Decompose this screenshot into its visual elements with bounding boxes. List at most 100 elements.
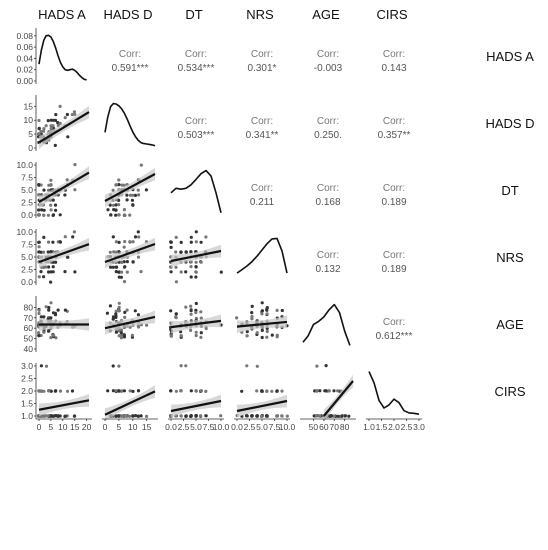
data-point: [255, 389, 259, 393]
y-tick-label: 5.0: [21, 185, 33, 195]
x-tick-label: 50: [309, 422, 319, 432]
y-tick-label: 50: [24, 334, 34, 344]
corr-value: 0.612***: [376, 331, 413, 342]
data-point: [49, 118, 53, 122]
y-tick-label: 2.5: [21, 374, 33, 384]
density-curve: [302, 303, 351, 346]
data-point: [189, 304, 193, 308]
data-point: [265, 389, 269, 393]
x-tick-label: 70: [330, 422, 340, 432]
data-point: [131, 203, 135, 207]
data-point: [194, 260, 198, 264]
data-point: [117, 364, 121, 368]
data-point: [122, 208, 126, 212]
data-point: [194, 330, 198, 334]
data-point: [189, 312, 193, 316]
data-point: [49, 203, 53, 207]
data-point: [122, 280, 127, 284]
column-title-nrs: NRS: [246, 7, 274, 22]
data-point: [37, 213, 41, 217]
data-point: [37, 308, 41, 312]
corr-value: 0.211: [250, 197, 275, 208]
density-curve: [104, 102, 156, 147]
x-tick-label: 2.5: [244, 422, 256, 432]
data-point: [125, 414, 129, 418]
data-point: [37, 245, 41, 249]
data-point: [314, 414, 319, 418]
data-point: [179, 250, 183, 254]
density-curve: [236, 237, 288, 274]
data-point: [125, 198, 129, 202]
data-point: [194, 270, 198, 274]
data-point: [106, 208, 110, 212]
row-label-hads-d: HADS D: [485, 116, 534, 131]
data-point: [123, 310, 127, 314]
data-point: [63, 193, 67, 197]
data-point: [189, 328, 193, 332]
data-point: [194, 389, 198, 393]
data-point: [199, 414, 203, 418]
data-point: [47, 265, 51, 269]
data-point: [139, 163, 143, 167]
data-point: [347, 414, 351, 418]
data-point: [37, 334, 41, 338]
data-point: [117, 301, 121, 305]
data-point: [73, 270, 77, 274]
data-point: [42, 127, 46, 131]
regression-line: [170, 319, 222, 329]
data-point: [245, 330, 249, 334]
data-point: [275, 308, 279, 312]
data-point: [194, 275, 198, 279]
data-point: [189, 250, 193, 254]
data-point: [174, 312, 178, 316]
y-tick-label: 2.0: [21, 386, 33, 396]
y-tick-label: 40: [24, 344, 34, 354]
data-point: [136, 255, 141, 259]
data-point: [117, 389, 121, 393]
data-point: [189, 389, 193, 393]
data-point: [315, 389, 319, 393]
data-point: [235, 316, 239, 320]
data-point: [174, 316, 178, 320]
data-point: [120, 333, 124, 337]
x-tick-label: 10.0: [279, 422, 296, 432]
data-point: [318, 389, 322, 393]
x-tick-label: 15: [142, 422, 152, 432]
x-tick-label: 0: [37, 422, 42, 432]
data-point: [245, 334, 249, 338]
data-point: [109, 213, 113, 217]
data-point: [49, 280, 53, 284]
corr-label: Corr:: [317, 49, 339, 60]
data-point: [131, 240, 135, 244]
corr-label: Corr:: [383, 116, 405, 127]
data-point: [42, 188, 46, 192]
data-point: [265, 329, 269, 334]
scatter-panel: [106, 364, 149, 418]
data-point: [265, 312, 269, 316]
data-point: [133, 309, 137, 313]
data-point: [117, 270, 121, 274]
y-tick-label: 1.0: [21, 411, 33, 421]
data-point: [136, 188, 140, 192]
y-tick-label: 10.0: [16, 160, 33, 170]
data-point: [204, 414, 208, 418]
data-point: [199, 240, 203, 244]
data-point: [49, 270, 53, 274]
data-point: [122, 333, 126, 337]
data-point: [265, 335, 269, 339]
data-point: [123, 240, 127, 244]
data-point: [169, 309, 173, 313]
data-point: [51, 124, 55, 128]
corr-label: Corr:: [383, 49, 405, 60]
corr-value: 0.301*: [248, 63, 277, 74]
data-point: [122, 260, 126, 264]
data-point: [184, 305, 188, 309]
density-curve: [368, 371, 420, 415]
regression-line: [38, 111, 90, 144]
data-point: [134, 414, 138, 418]
data-point: [174, 389, 178, 393]
data-point: [39, 129, 43, 133]
data-point: [111, 203, 115, 207]
scatter-panel: [37, 364, 77, 418]
data-point: [329, 414, 333, 418]
